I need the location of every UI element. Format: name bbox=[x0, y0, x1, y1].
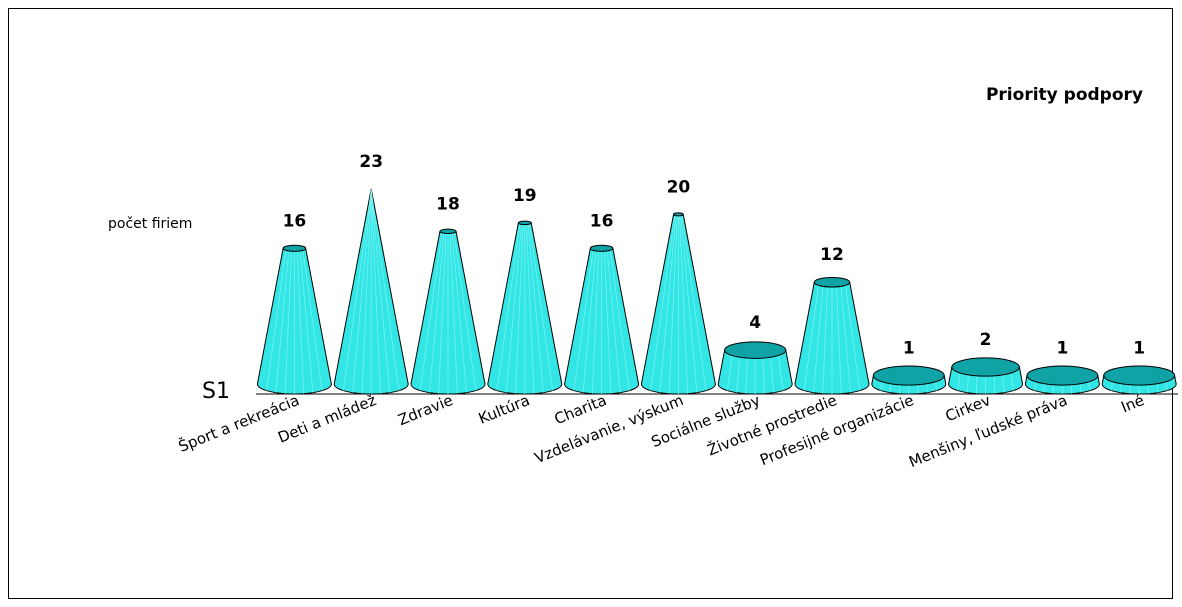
cone-facet-line bbox=[515, 223, 524, 394]
cone-facet-line bbox=[529, 223, 553, 391]
value-label: 1 bbox=[903, 339, 915, 359]
value-label: 20 bbox=[667, 177, 691, 197]
cone-facet-line bbox=[609, 249, 630, 391]
cone-top-cap bbox=[951, 357, 1020, 377]
cone-facet-line bbox=[266, 249, 287, 391]
chart-marks bbox=[256, 188, 1177, 395]
cone-bar bbox=[640, 212, 716, 395]
cone-facet-line bbox=[777, 353, 784, 391]
cone-top-cap bbox=[1103, 365, 1176, 386]
cone-facet-line bbox=[296, 250, 304, 394]
cone-facet-line bbox=[745, 354, 748, 394]
value-label: 1 bbox=[1133, 339, 1145, 359]
cone-facet-line bbox=[840, 284, 851, 393]
cone-top-cap bbox=[517, 220, 532, 226]
cone-facet-line bbox=[343, 189, 372, 391]
cone-facet-line bbox=[592, 250, 600, 394]
cone-facet-line bbox=[770, 354, 775, 393]
chart-title: Priority podpory bbox=[986, 85, 1143, 105]
cone-facet-line bbox=[679, 215, 688, 394]
cone-facet-line bbox=[573, 249, 594, 391]
cone-facet-line bbox=[604, 250, 612, 394]
cone-bar bbox=[333, 188, 409, 395]
cone-facet-line bbox=[1010, 370, 1014, 391]
cone-facet-line bbox=[957, 370, 961, 391]
cone-top-cap bbox=[282, 244, 307, 252]
cone-facet-line bbox=[606, 249, 621, 393]
cone-facet-line bbox=[451, 232, 467, 393]
cone-top-cap bbox=[872, 365, 945, 386]
cone-bar bbox=[564, 244, 640, 395]
cone-facet-line bbox=[370, 189, 391, 393]
cone-facet-line bbox=[844, 284, 861, 391]
cone-facet-line bbox=[370, 189, 381, 394]
cone-facet-line bbox=[659, 215, 677, 393]
value-label: 12 bbox=[820, 245, 844, 265]
cone-facet-line bbox=[496, 223, 521, 391]
cone-bar bbox=[410, 228, 486, 395]
cone-facet-line bbox=[822, 285, 828, 394]
cone-bar bbox=[871, 365, 947, 395]
cone-top-cap bbox=[813, 276, 851, 288]
cone-bar bbox=[794, 276, 870, 395]
value-label: 16 bbox=[283, 211, 307, 231]
cone-facet-line bbox=[505, 223, 522, 393]
series-name: S1 bbox=[202, 379, 230, 404]
value-label: 16 bbox=[590, 211, 614, 231]
value-label: 1 bbox=[1056, 339, 1068, 359]
cone-bar bbox=[256, 244, 332, 395]
cone-top-cap bbox=[724, 341, 787, 359]
cone-top-cap bbox=[439, 228, 457, 235]
cone-facet-line bbox=[736, 354, 741, 393]
value-label: 2 bbox=[980, 330, 992, 350]
category-label: Iné bbox=[1118, 391, 1146, 416]
cone-bar bbox=[1024, 365, 1100, 395]
cone-top-cap bbox=[673, 212, 684, 217]
cone-bar bbox=[1101, 365, 1177, 395]
cone-facet-line bbox=[438, 232, 447, 394]
cone-bar bbox=[717, 341, 793, 395]
cone-facet-line bbox=[727, 353, 733, 391]
cone-facet-line bbox=[284, 250, 292, 394]
cone-facet-line bbox=[361, 189, 372, 394]
category-label: Zdravie bbox=[396, 391, 456, 429]
cone-facet-line bbox=[762, 354, 765, 394]
cone-facet-line bbox=[681, 214, 707, 391]
cone-top-cap bbox=[1026, 365, 1099, 386]
cone-facet-line bbox=[449, 232, 458, 394]
cone-bar bbox=[487, 220, 563, 395]
cone-facet-line bbox=[352, 189, 372, 393]
cone-facet-line bbox=[803, 284, 820, 391]
cone-facet-line bbox=[582, 249, 597, 393]
value-label: 18 bbox=[436, 194, 460, 214]
value-label: 4 bbox=[749, 313, 761, 333]
cone-bar bbox=[948, 357, 1024, 395]
cone-facet-line bbox=[813, 284, 824, 393]
cone-facet-line bbox=[302, 249, 323, 391]
value-label: 23 bbox=[359, 152, 383, 172]
category-label: Kultúra bbox=[476, 391, 532, 428]
cone-facet-line bbox=[836, 285, 842, 394]
cone-facet-line bbox=[370, 189, 400, 391]
cone-facet-line bbox=[650, 214, 676, 391]
category-label: Cirkev bbox=[943, 391, 993, 425]
value-label: 19 bbox=[513, 186, 537, 206]
cone-facet-line bbox=[527, 223, 544, 393]
cone-facet-line bbox=[526, 223, 535, 394]
cone-top-cap bbox=[589, 244, 614, 252]
cone-facet-line bbox=[668, 215, 678, 394]
cone-facet-line bbox=[275, 249, 290, 393]
y-axis-label: počet firiem bbox=[108, 216, 192, 232]
cone-facet-line bbox=[453, 232, 477, 391]
cone-facet-line bbox=[680, 215, 698, 393]
cone-facet-line bbox=[419, 232, 443, 391]
cone-facet-line bbox=[299, 249, 314, 393]
cone-facet-line bbox=[429, 232, 445, 393]
